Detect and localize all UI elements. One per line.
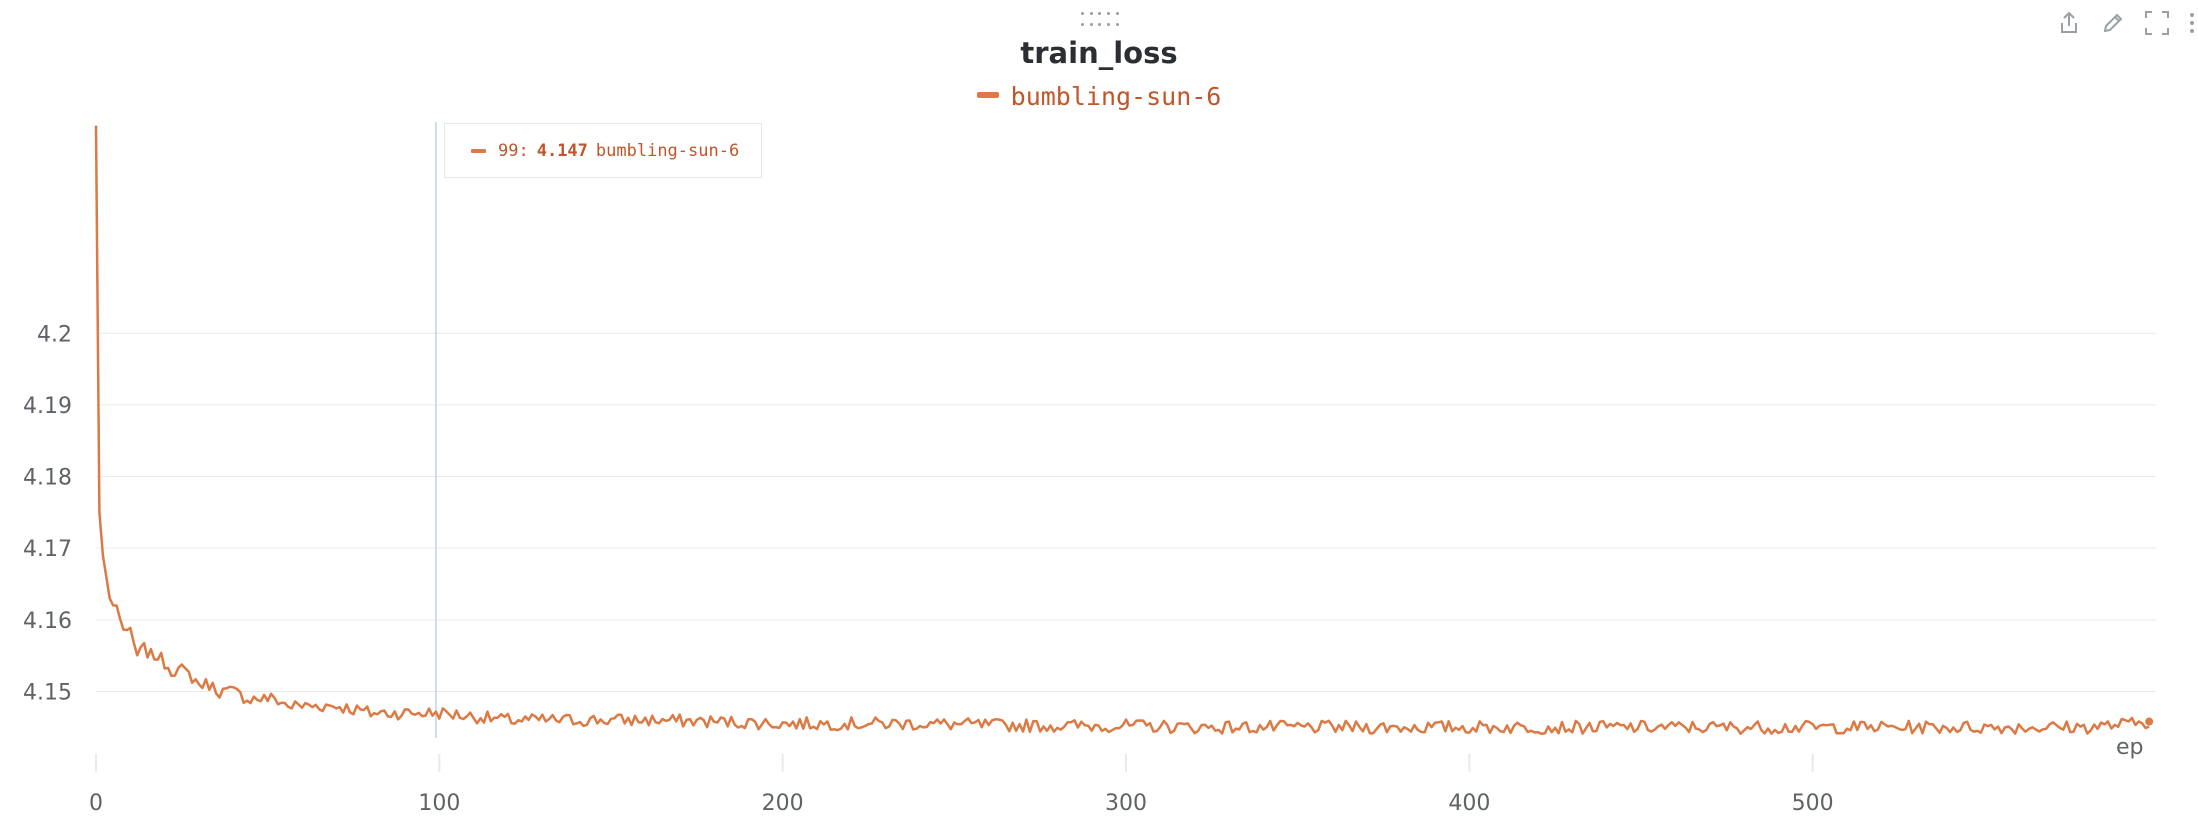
x-tick-label: 500 bbox=[1792, 791, 1834, 816]
y-tick-label: 4.19 bbox=[23, 394, 72, 419]
y-tick-label: 4.15 bbox=[23, 680, 72, 705]
x-tick-label: 300 bbox=[1105, 791, 1147, 816]
y-tick-label: 4.16 bbox=[23, 609, 72, 634]
tooltip-value: 4.147 bbox=[537, 141, 588, 161]
axes: 4.15 4.16 4.17 4.18 4.19 4.2 0 100 200 300 400 500 bbox=[23, 322, 1834, 816]
x-tick-label: 400 bbox=[1448, 791, 1490, 816]
x-tick-label: 0 bbox=[89, 791, 103, 816]
x-tick-label: 100 bbox=[418, 791, 460, 816]
series-layer bbox=[96, 126, 2153, 734]
tooltip-step: 99: bbox=[498, 141, 529, 161]
series-line-bumbling-sun-6[interactable] bbox=[96, 126, 2149, 734]
series-endpoint bbox=[2145, 718, 2153, 726]
grid-lines bbox=[96, 333, 2156, 691]
y-tick-label: 4.2 bbox=[37, 322, 72, 347]
x-tick-label: 200 bbox=[762, 791, 804, 816]
tooltip-run: bumbling-sun-6 bbox=[596, 141, 739, 161]
hover-tooltip: 99: 4.147 bumbling-sun-6 bbox=[444, 123, 762, 178]
y-tick-label: 4.17 bbox=[23, 537, 72, 562]
x-edge-label: ep bbox=[2116, 735, 2144, 760]
tooltip-swatch bbox=[471, 149, 486, 153]
y-tick-label: 4.18 bbox=[23, 466, 72, 491]
